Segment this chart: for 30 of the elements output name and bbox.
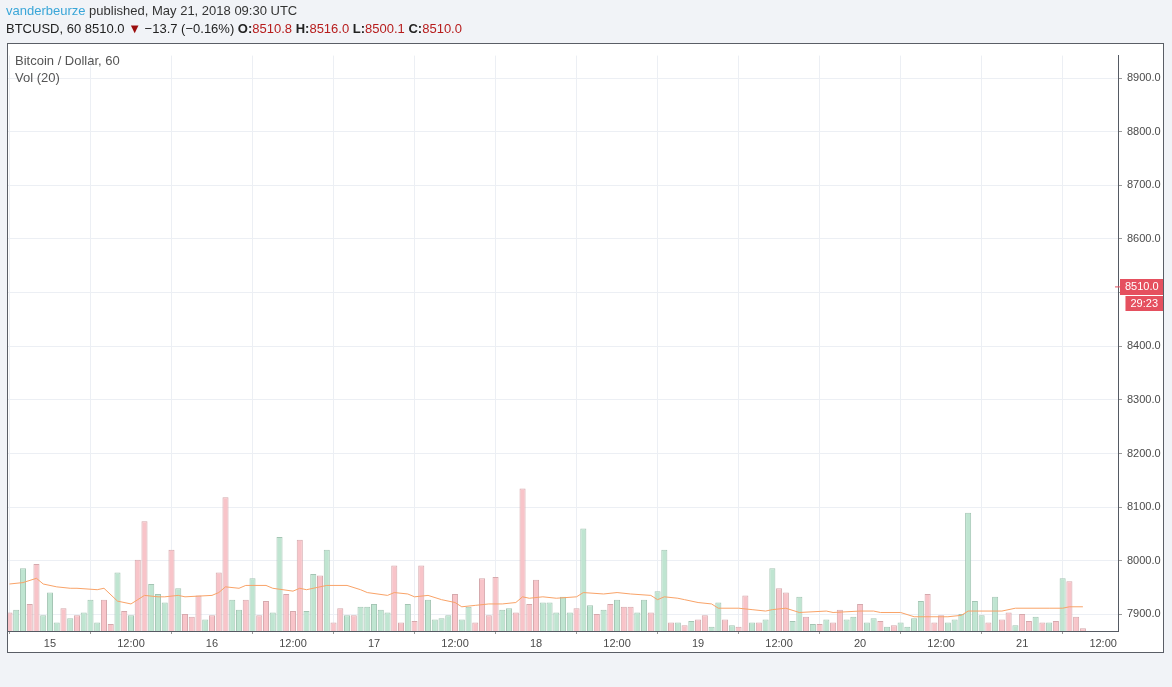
x-tick-label: 12:00 bbox=[441, 636, 469, 649]
text: Vol (20) bbox=[15, 70, 60, 85]
x-tick-label: 12:00 bbox=[1089, 636, 1117, 649]
y2-tick-label: 7900.0 bbox=[1127, 607, 1161, 620]
x-tick-label: 19 bbox=[691, 636, 705, 649]
text: 29:23 bbox=[1130, 296, 1158, 309]
text: BTCUSD, 60 8510.0 ▼ −13.7 (−0.16%) O:8510.8 H:8516.0 L:8500.1 C:8510.0 bbox=[6, 21, 462, 36]
y2-tick-label: 8800.0 bbox=[1127, 124, 1161, 137]
x-tick-label: 12:00 bbox=[603, 636, 631, 649]
x-tick-label: 20 bbox=[853, 636, 867, 649]
x-tick-label: 17 bbox=[367, 636, 381, 649]
chart-title: Bitcoin / Dollar, 60 bbox=[15, 53, 120, 68]
x-tick-label: 12:00 bbox=[765, 636, 793, 649]
x-tick-label: 12:00 bbox=[927, 636, 955, 649]
x-tick-label: 15 bbox=[43, 636, 57, 649]
text: 8510.0 bbox=[1125, 280, 1159, 293]
x-tick-label: 21 bbox=[1016, 636, 1029, 649]
y2-tick-label: 8600.0 bbox=[1127, 232, 1161, 245]
x-tick-label: 18 bbox=[529, 636, 543, 649]
x-tick-label: 12:00 bbox=[117, 636, 145, 649]
y2-tick-label: 8000.0 bbox=[1127, 553, 1161, 566]
y2-tick-label: 8100.0 bbox=[1127, 500, 1161, 513]
text: vanderbeurze published, May 21, 2018 09:30 UTC bbox=[6, 3, 298, 18]
y2-tick-label: 8300.0 bbox=[1127, 392, 1161, 405]
y2-tick-label: 8700.0 bbox=[1127, 178, 1161, 191]
x-tick-label: 16 bbox=[205, 636, 219, 649]
y2-tick-label: 8900.0 bbox=[1127, 71, 1161, 84]
x-tick-label: 12:00 bbox=[279, 636, 307, 649]
y2-tick-label: 8200.0 bbox=[1127, 446, 1161, 459]
y2-tick-label: 8400.0 bbox=[1127, 339, 1161, 352]
